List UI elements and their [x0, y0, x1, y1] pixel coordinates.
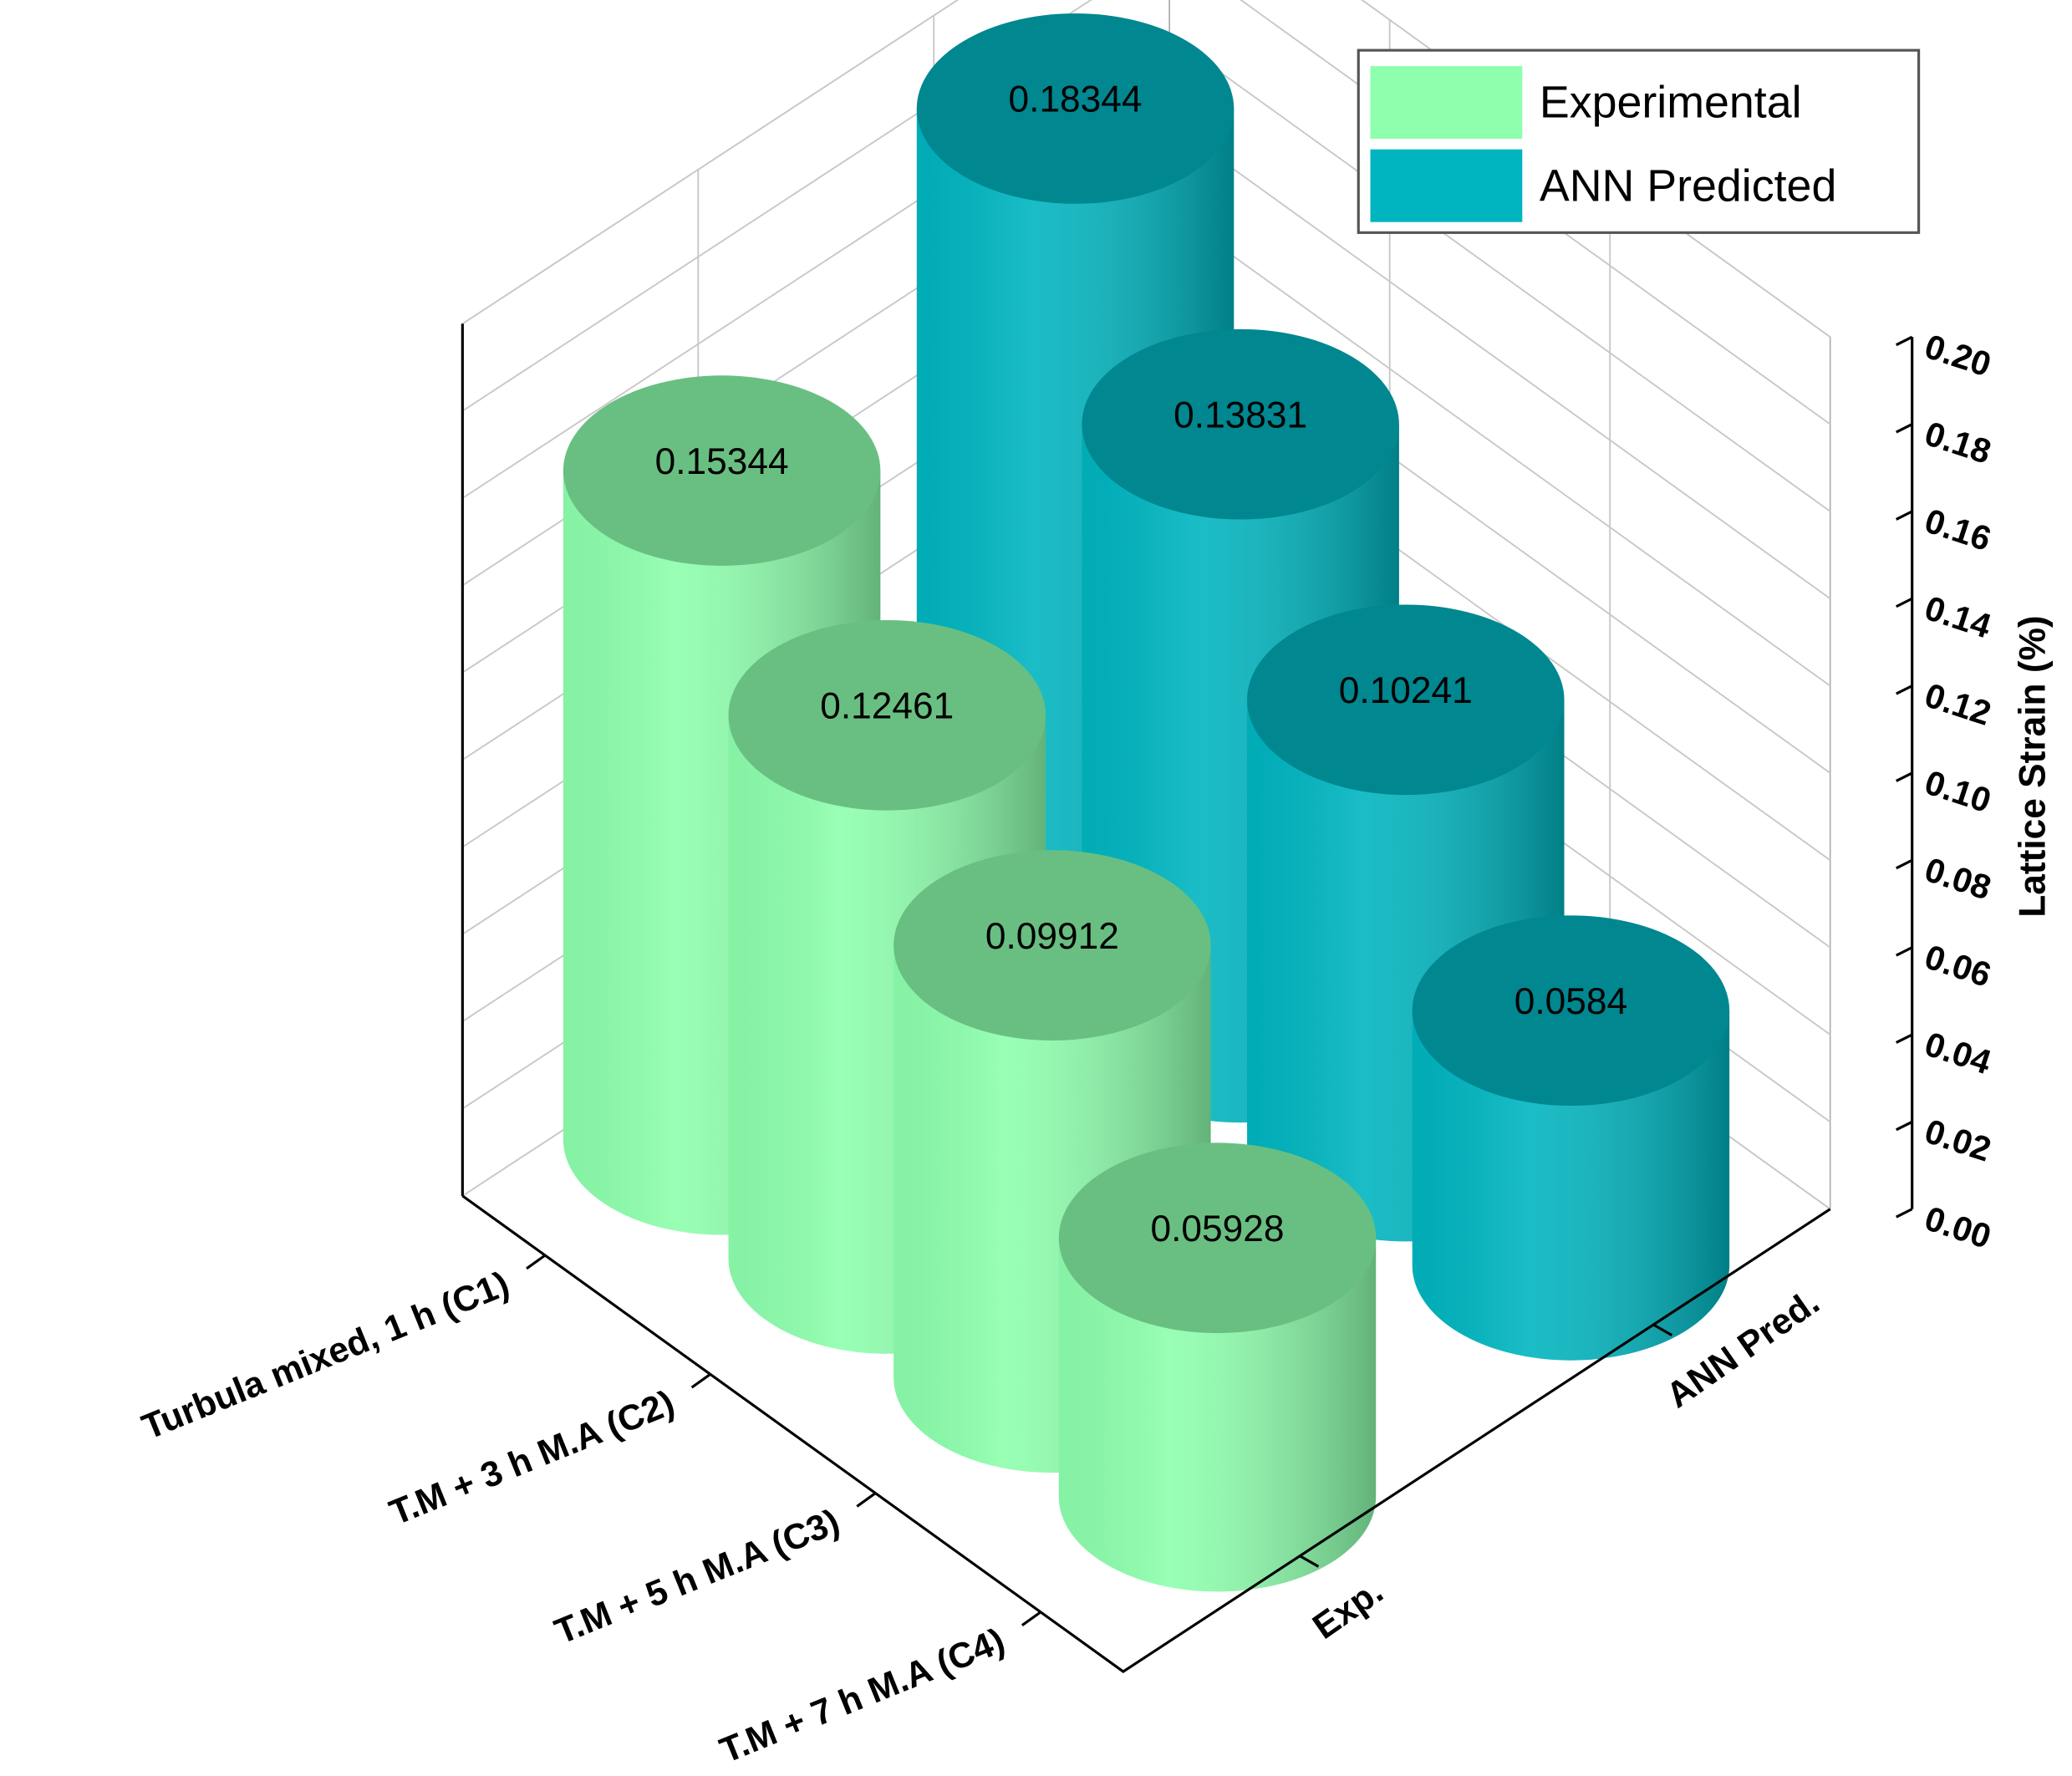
z-tick	[1896, 597, 1913, 608]
bar-top	[563, 375, 881, 566]
z-tick	[1896, 684, 1913, 695]
bar-top-shade	[728, 620, 1046, 811]
x-tick-label: T.M + 3 h M.A (C2)	[384, 1382, 680, 1533]
floor-edge	[461, 1194, 1831, 1673]
z-tick-label: 0.20	[1920, 327, 1995, 384]
legend-swatch	[1370, 66, 1523, 140]
legend: Experimental ANN Predicted	[1357, 48, 1921, 234]
depth-tick	[1299, 1555, 1320, 1568]
legend-label: Experimental	[1540, 78, 1802, 128]
data-label: 0.0584	[1515, 981, 1627, 1022]
x-tick	[690, 1373, 711, 1389]
z-tick-label: 0.14	[1920, 588, 1995, 646]
bar-top-shade	[1412, 915, 1730, 1107]
x-tick-label: T.M + 5 h M.A (C3)	[549, 1502, 845, 1652]
z-tick	[1896, 510, 1913, 521]
bar-top	[916, 13, 1235, 204]
bar-top-shade	[563, 375, 881, 566]
data-label: 0.13831	[1173, 394, 1307, 435]
cylinder: 0.0584	[1412, 915, 1730, 1361]
z-tick	[1896, 946, 1913, 957]
bar-top	[1082, 328, 1399, 520]
z-tick	[1896, 1033, 1913, 1044]
bar-top-shade	[1247, 604, 1565, 796]
bars: 0.18344 0.13831 0.15344 0.10241 0.12461 0.058…	[563, 13, 1730, 1592]
bar-top	[1247, 604, 1565, 796]
bar-top	[1412, 915, 1730, 1107]
bar-top	[1058, 1142, 1377, 1334]
z-tick-label: 0.02	[1920, 1112, 1995, 1168]
z-tick-label: 0.06	[1920, 937, 1995, 994]
legend-swatch	[1370, 149, 1523, 222]
z-tick	[1896, 1120, 1913, 1132]
bar-shade	[1058, 1238, 1377, 1592]
bar-top	[728, 620, 1046, 811]
data-label: 0.18344	[1009, 79, 1143, 120]
legend-label: ANN Predicted	[1540, 160, 1837, 211]
z-tick-label: 0.00	[1920, 1198, 1995, 1255]
data-label: 0.05928	[1151, 1209, 1285, 1249]
bar-top-shade	[1082, 328, 1399, 520]
z-tick	[1896, 771, 1913, 782]
z-tick-label: 0.18	[1920, 414, 1995, 471]
x-tick-label: T.M + 7 h M.A (C4)	[715, 1621, 1011, 1771]
depth-tick-label: Exp.	[1306, 1571, 1390, 1647]
data-label: 0.09912	[985, 916, 1119, 957]
z-tick	[1896, 335, 1913, 347]
data-label: 0.10241	[1339, 670, 1473, 711]
data-label: 0.15344	[655, 441, 789, 482]
x-tick	[856, 1492, 877, 1508]
z-tick-label: 0.16	[1920, 501, 1995, 558]
z-tick-label: 0.08	[1920, 850, 1995, 907]
z-tick	[1896, 423, 1913, 434]
z-tick-label: 0.12	[1920, 675, 1995, 732]
x-tick	[526, 1254, 547, 1270]
z-tick-label: 0.10	[1920, 763, 1995, 820]
x-tick	[1021, 1611, 1041, 1626]
bar-top-shade	[1058, 1142, 1377, 1334]
bar-shade	[1412, 1010, 1730, 1361]
cylinder: 0.05928	[1058, 1142, 1377, 1592]
z-axis-title: Lattice Strain (%)	[2012, 615, 2053, 917]
x-tick-label: Turbula mixed, 1 h (C1)	[136, 1264, 515, 1448]
z-tick-label: 0.04	[1920, 1025, 1995, 1082]
data-label: 0.12461	[820, 686, 954, 727]
bar-top-shade	[893, 850, 1211, 1041]
bar-top	[893, 850, 1211, 1041]
z-tick	[1896, 858, 1913, 870]
z-tick	[1896, 1208, 1913, 1219]
depth-tick	[1652, 1323, 1673, 1337]
bar-top-shade	[916, 13, 1235, 204]
